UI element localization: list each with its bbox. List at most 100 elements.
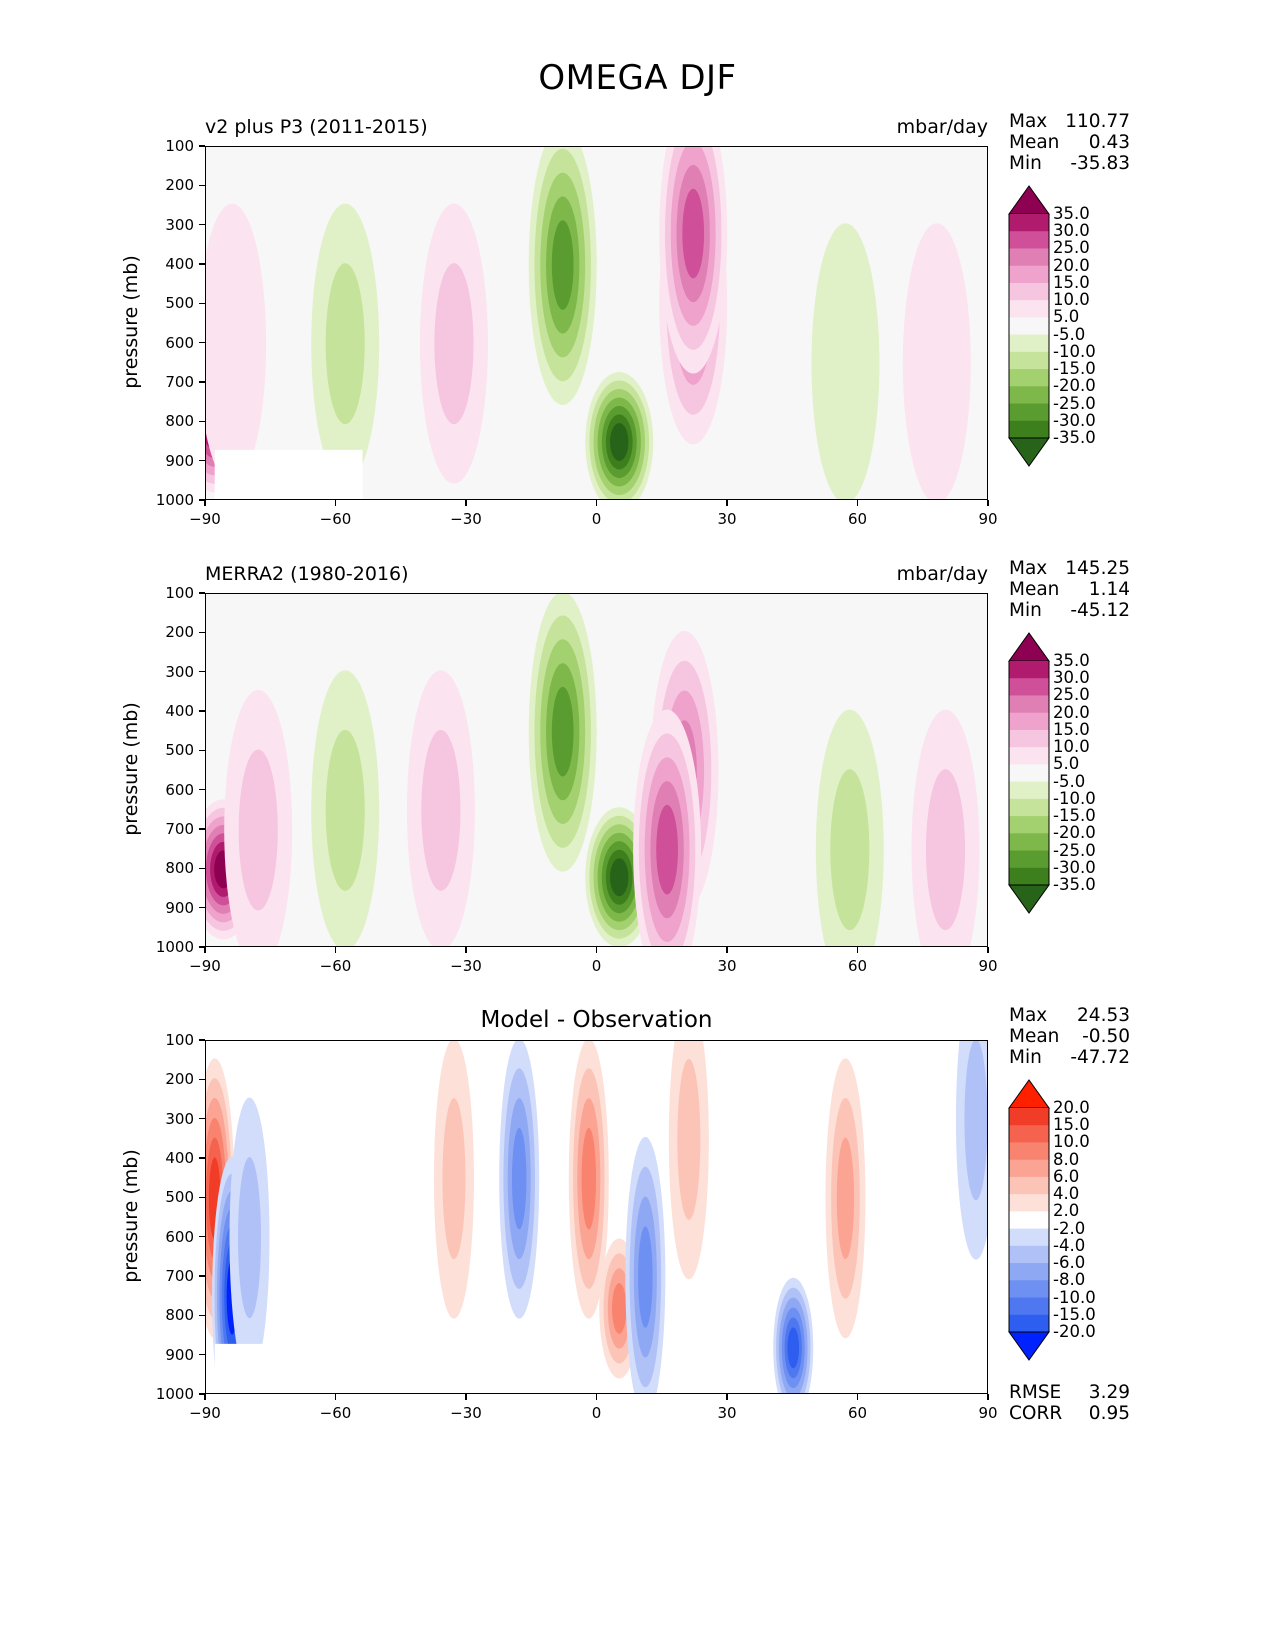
colorbar-segment: [1009, 1194, 1049, 1212]
x-tick: [856, 1394, 859, 1400]
contour-feature-3: [433, 1041, 474, 1319]
x-tick: [465, 1394, 467, 1400]
contour-level: [638, 733, 696, 946]
stat-label: Max: [1009, 111, 1048, 132]
x-tick: [726, 1394, 728, 1400]
x-tick-label: 0: [591, 957, 602, 975]
stat-min: Min -47.72: [1009, 1047, 1130, 1069]
y-tick-label: 800: [165, 412, 194, 431]
contour-level: [221, 1224, 243, 1369]
contour-level: [650, 781, 684, 919]
x-tick-label: −30: [450, 957, 482, 975]
y-tick-label: 1000: [155, 491, 194, 509]
contour-level: [612, 1283, 627, 1334]
colorbar-label: 10.0: [1053, 737, 1090, 757]
x-tick: [726, 500, 728, 506]
colorbar-segment: [1009, 386, 1049, 405]
contour-level: [210, 841, 237, 897]
colorbar-label: -25.0: [1053, 840, 1096, 860]
colorbar-label: -10.0: [1053, 341, 1096, 361]
x-tick: [856, 500, 859, 506]
colorbar-label: 5.0: [1053, 754, 1080, 774]
contour-level: [601, 406, 637, 478]
colorbar: [1008, 185, 1050, 467]
contour-feature-8: [668, 1041, 709, 1280]
contour-level: [657, 660, 712, 882]
contour-level: [925, 769, 966, 931]
colorbar-segment: [1009, 300, 1049, 318]
contour-level: [831, 1098, 860, 1299]
colorbar-segment: [1009, 1297, 1049, 1316]
contour-feature-3: [406, 670, 475, 946]
y-tick: [199, 223, 205, 226]
stat-max: Max 145.25: [1009, 558, 1130, 580]
x-tick: [204, 500, 206, 506]
contour-feature-4: [528, 147, 597, 405]
y-tick: [199, 828, 205, 830]
x-tick-label: 0: [591, 510, 602, 528]
contour-feature-5: [568, 1041, 609, 1319]
colorbar-extend-max: [1008, 1079, 1050, 1109]
colorbar-segment: [1009, 1142, 1049, 1161]
contour-feature-11: [955, 1041, 987, 1260]
colorbar-segment: [1009, 1211, 1049, 1230]
colorbar-segment: [1009, 867, 1049, 886]
x-tick: [334, 947, 337, 953]
x-tick-label: 60: [847, 510, 868, 528]
x-tick: [595, 1394, 598, 1400]
y-tick-label: 800: [165, 859, 194, 878]
contour-level: [442, 1098, 466, 1260]
y-tick-label: 700: [165, 1267, 194, 1285]
contour-level: [581, 1127, 597, 1230]
colorbar-segment: [1009, 248, 1049, 267]
y-tick: [199, 420, 205, 423]
colorbar-label: 20.0: [1053, 1098, 1090, 1117]
contour-level: [206, 833, 241, 906]
colorbar-label: 5.0: [1053, 307, 1080, 327]
contour-level: [208, 1157, 221, 1240]
colorbar-label: 15.0: [1053, 272, 1090, 292]
y-tick: [199, 302, 205, 305]
stat-max: Max 110.77: [1009, 111, 1130, 133]
colorbar: [1008, 1079, 1050, 1361]
contour-level: [659, 147, 728, 374]
stat-value: 24.53: [1077, 1005, 1130, 1026]
contour-level: [656, 804, 678, 895]
colorbar-label: 15.0: [1053, 1115, 1090, 1135]
colorbar: [1008, 632, 1050, 914]
contour-level: [597, 397, 641, 487]
colorbar-segment: [1009, 747, 1049, 765]
colorbar-segment: [1009, 1176, 1049, 1195]
x-tick: [987, 1394, 989, 1400]
contour-level: [546, 663, 580, 801]
y-tick: [199, 145, 205, 147]
contour-level: [214, 1173, 250, 1393]
panel-title: Model - Observation: [480, 1007, 713, 1033]
contour-plot: [205, 1040, 988, 1394]
contour-level: [593, 824, 645, 931]
y-tick-label: 200: [165, 176, 194, 195]
colorbar-label: 25.0: [1053, 685, 1090, 705]
y-tick-label: 100: [165, 1031, 194, 1049]
y-tick-label: 1000: [155, 938, 194, 956]
contour-level: [811, 223, 880, 499]
colorbar-segment: [1009, 420, 1049, 439]
contour-level: [603, 1253, 635, 1364]
contour-level: [670, 147, 716, 326]
x-tick: [204, 947, 206, 953]
x-tick: [726, 947, 728, 953]
colorbar-segment: [1009, 369, 1049, 387]
colorbar-segment: [1009, 1280, 1049, 1299]
contour-level: [551, 686, 574, 777]
contour-feature-0: [206, 1058, 235, 1339]
x-tick-label: −90: [189, 1404, 221, 1422]
contour-feature-10: [825, 1058, 866, 1339]
y-tick: [199, 1078, 205, 1081]
colorbar-label: -4.0: [1053, 1235, 1086, 1255]
contour-level: [206, 824, 246, 914]
x-tick: [595, 500, 598, 506]
y-axis-label: pressure (mb): [120, 702, 142, 836]
y-tick: [199, 1117, 205, 1120]
colorbar-segment: [1009, 351, 1049, 370]
